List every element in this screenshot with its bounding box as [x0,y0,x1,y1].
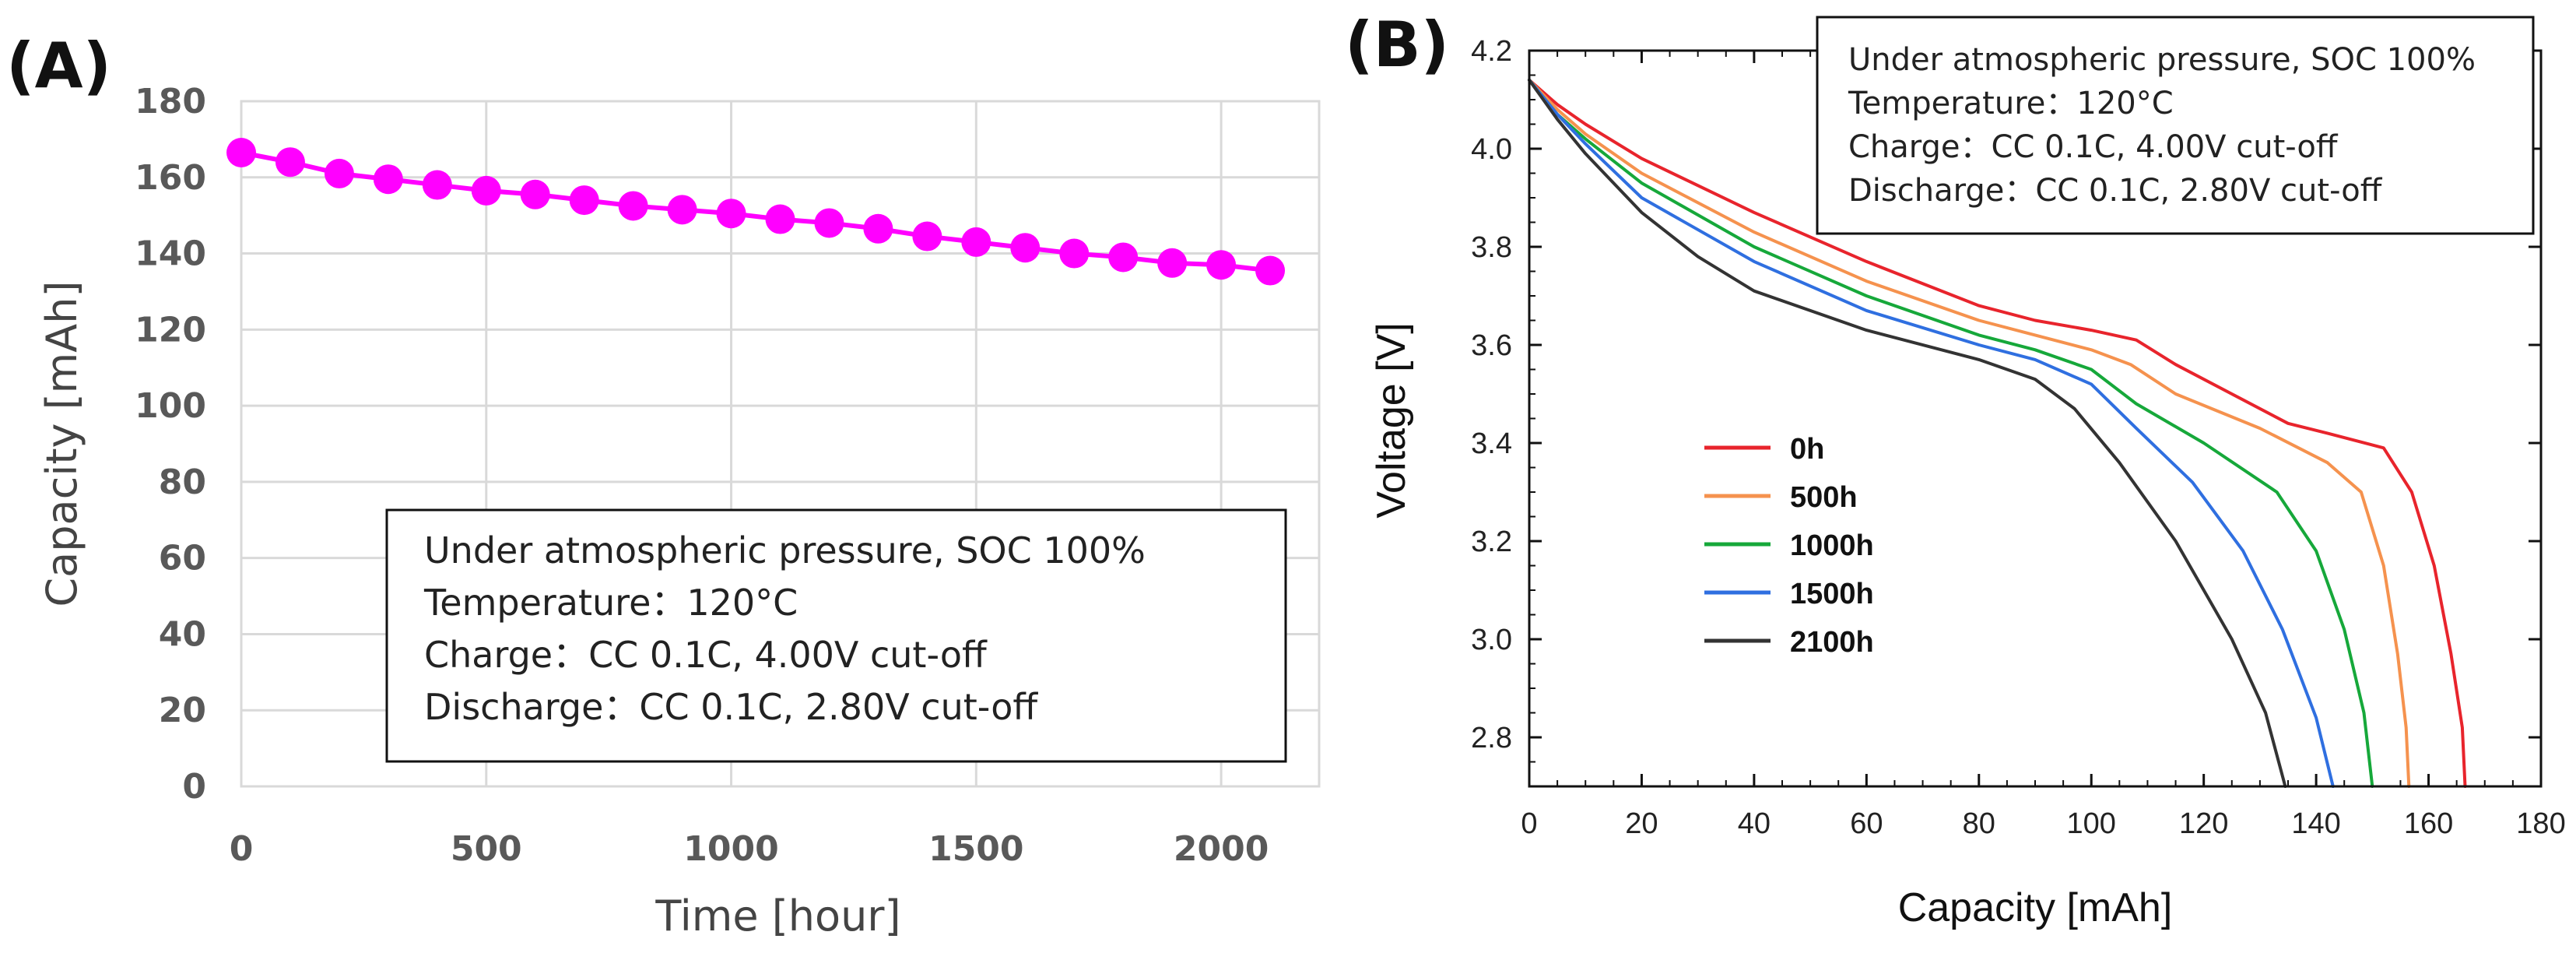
panel-a-data-point [324,158,354,188]
panel-b-legend: 0h 500h 1000h 1500h 2100h [1704,433,1874,659]
panel-b-series-line-1000h [1528,78,2374,788]
panel-a-y-ticks: 0 20 40 60 80 100 120 140 160 180 [135,82,206,807]
panel-b-x-tick-label: 40 [1738,807,1771,840]
panel-b-x-tick-label: 120 [2179,807,2228,840]
panel-a-y-tick-label: 80 [159,462,206,502]
panel-b-conditions-frame [1816,16,2535,235]
panel-b-y-axis-label: Voltage [V] [1369,322,1414,519]
panel-b-x-axis-label: Capacity [mAh] [1898,885,2173,930]
panel-a-y-tick-label: 20 [159,691,206,730]
panel-a-data-point [1108,242,1139,273]
panel-a-y-tick-label: 140 [135,234,206,274]
panel-b-x-ticks: 0 20 40 60 80 100 120 140 160 180 [1521,807,2565,840]
panel-a-data-point [1255,255,1286,286]
panel-a-data-point [618,191,648,221]
panel-b-legend-label: 0h [1790,433,1824,466]
panel-a-data-point [814,208,844,238]
panel-b-series-line-2100h [1528,78,2287,788]
panel-a-y-axis-label: Capacity [mAh] [37,280,86,607]
panel-b-y-tick-label: 3.6 [1471,329,1512,362]
panel-b-condition-temperature: Temperature：120°C [1848,86,2174,121]
panel-a-x-tick-label: 1500 [928,829,1023,869]
panel-a-data-point [1206,250,1237,280]
panel-b: (B) 2.8 3.0 3.2 3.4 3.6 3.8 4.0 4.2 0 20 40 60 80 10… [1345,9,2566,930]
panel-a-label: (A) [6,30,111,102]
panel-b-x-tick-label: 60 [1850,807,1883,840]
panel-a-data-point [863,213,893,244]
panel-a-data-point [569,185,599,216]
panel-a-x-tick-label: 2000 [1174,829,1269,869]
panel-b-x-tick-label: 180 [2516,807,2565,840]
panel-b-y-ticks: 2.8 3.0 3.2 3.4 3.6 3.8 4.0 4.2 [1471,35,1512,754]
panel-b-conditions-box: Under atmospheric pressure, SOC 100% Tem… [1816,16,2535,235]
panel-b-series-line-500h [1528,78,2411,788]
panel-a-condition-temperature: Temperature：120°C [423,582,798,624]
panel-a-condition-pressure: Under atmospheric pressure, SOC 100% [424,529,1146,571]
panel-b-y-tick-label: 4.0 [1471,133,1512,166]
panel-a-data-point [912,221,942,251]
panel-a-data-point [1157,248,1188,278]
panel-a-data-point [520,179,550,209]
panel-b-condition-charge: Charge：CC 0.1C, 4.00V cut-off [1848,129,2339,165]
panel-a-condition-charge: Charge：CC 0.1C, 4.00V cut-off [424,634,988,676]
panel-a-data-point [765,204,795,234]
panel-a-data-point [961,227,991,257]
panel-a-data-point [1010,233,1041,263]
panel-b-x-tick-label: 100 [2067,807,2116,840]
panel-a-x-tick-label: 0 [230,829,254,869]
panel-b-legend-label: 1000h [1790,529,1874,562]
panel-a-condition-discharge: Discharge：CC 0.1C, 2.80V cut-off [424,686,1038,728]
panel-b-x-tick-label: 80 [1963,807,1995,840]
panel-b-x-tick-label: 140 [2291,807,2340,840]
panel-b-condition-pressure: Under atmospheric pressure, SOC 100% [1848,42,2476,78]
panel-b-x-tick-label: 160 [2404,807,2453,840]
panel-a-y-tick-label: 60 [159,539,206,578]
panel-b-condition-discharge: Discharge：CC 0.1C, 2.80V cut-off [1848,173,2383,209]
panel-b-y-tick-label: 3.4 [1471,427,1512,460]
panel-a-data-point [226,138,256,167]
panel-a-y-tick-label: 120 [135,310,206,350]
panel-b-series-line-1500h [1528,78,2335,788]
panel-b-x-tick-label: 20 [1625,807,1658,840]
panel-b-y-tick-label: 3.8 [1471,231,1512,264]
panel-a-x-ticks: 0 500 1000 1500 2000 [230,829,1269,869]
panel-a-data-point [716,199,746,229]
panel-b-y-tick-label: 3.0 [1471,624,1512,656]
panel-b-series-line-0h [1528,78,2467,788]
panel-a-series-line [240,150,1271,273]
panel-a-x-tick-label: 500 [451,829,522,869]
panel-a-series [226,138,1286,286]
panel-a-data-point [373,164,403,195]
panel-a-x-axis-label: Time [hour] [655,891,900,941]
panel-b-y-tick-label: 4.2 [1471,35,1512,68]
panel-b-legend-label: 2100h [1790,626,1874,659]
panel-a-conditions-frame [385,508,1287,763]
panel-a-x-tick-label: 1000 [683,829,778,869]
panel-a-y-tick-label: 180 [135,82,206,121]
panel-a: (A) 0 20 40 60 80 100 120 140 160 180 0 500 1000 150… [6,30,1321,941]
panel-a-y-tick-label: 100 [135,386,206,426]
panel-a-y-tick-label: 0 [182,767,206,807]
panel-a-data-point [275,147,305,178]
panel-b-y-tick-label: 3.2 [1471,526,1512,558]
panel-a-y-tick-label: 40 [159,614,206,654]
panel-a-data-point [1059,238,1090,269]
panel-a-data-point [667,195,697,225]
panel-a-conditions-box: Under atmospheric pressure, SOC 100% Tem… [385,508,1287,763]
panel-a-y-tick-label: 160 [135,158,206,198]
panel-b-label: (B) [1345,9,1449,81]
panel-b-series [1528,78,2467,788]
panel-b-legend-label: 1500h [1790,578,1874,610]
panel-a-data-point [422,170,452,200]
panel-b-y-tick-label: 2.8 [1471,722,1512,754]
panel-a-data-point [471,175,501,206]
panel-b-legend-label: 500h [1790,481,1858,514]
panel-b-x-tick-label: 0 [1521,807,1537,840]
